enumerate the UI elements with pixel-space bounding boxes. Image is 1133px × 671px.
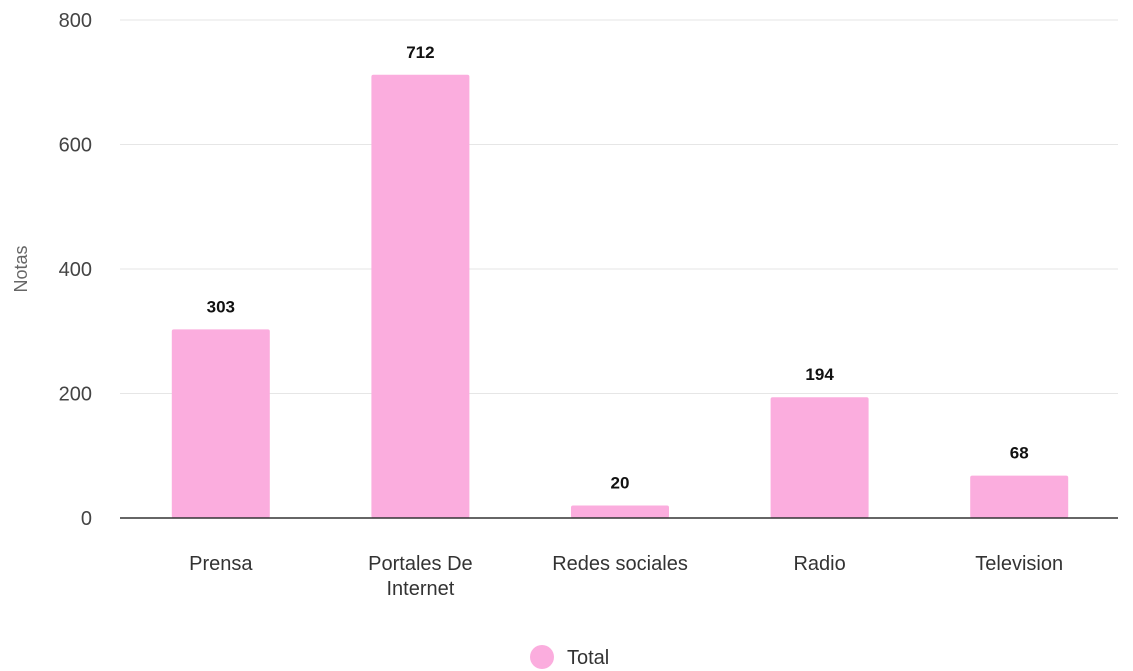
x-tick-label: Radio [793,553,845,575]
bar [171,329,270,518]
y-tick-label: 800 [59,10,92,32]
x-tick-label: Prensa [189,553,253,575]
bar [770,397,869,518]
x-tick-label: Redes sociales [552,553,688,575]
legend-marker [530,645,554,669]
data-label: 68 [1010,444,1029,463]
data-label: 20 [611,474,630,493]
legend-label: Total [567,647,609,669]
bar [371,74,470,518]
data-label: 194 [805,365,834,384]
data-label: 712 [406,43,434,62]
y-tick-label: 600 [59,135,92,157]
x-tick-label: Portales De [368,553,473,575]
bar [571,505,669,518]
bar [970,475,1069,518]
x-tick-label: Television [975,553,1063,575]
y-tick-label: 200 [59,384,92,406]
x-tick-label: Internet [386,578,454,600]
data-label: 303 [207,297,235,316]
y-axis-title: Notas [11,245,31,292]
y-tick-label: 0 [81,508,92,530]
y-tick-label: 400 [59,259,92,281]
